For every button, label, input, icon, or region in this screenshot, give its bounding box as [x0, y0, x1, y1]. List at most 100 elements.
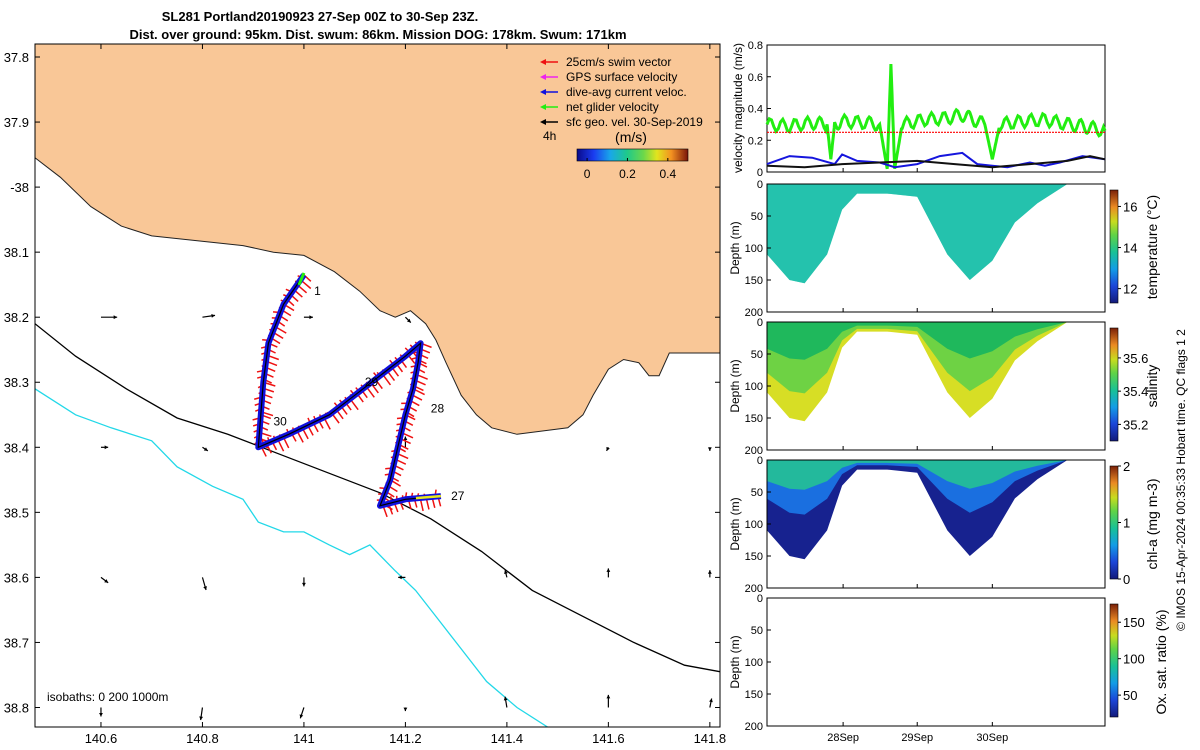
day-marker-label: 28: [431, 401, 445, 415]
geo-velocity-arrow: [302, 577, 306, 587]
map-y-tick-label: 38.3: [4, 375, 29, 390]
salinity-colorbar-ticks: 35.2 35.4 35.6: [1118, 351, 1148, 432]
depth-tick-label: 200: [745, 721, 763, 733]
geo-velocity-arrow: [503, 696, 508, 708]
geo-velocity-arrow: [403, 707, 408, 712]
temperature-y-label: Depth (m): [728, 221, 742, 274]
title-line-2: Dist. over ground: 95km. Dist. swum: 86k…: [129, 27, 626, 42]
geo-velocity-arrow: [504, 570, 508, 578]
depth-tick-label: 50: [751, 349, 763, 361]
legend-colorbar-title: (m/s): [615, 129, 647, 145]
geo-velocity-arrow: [707, 447, 712, 451]
depth-tick-label: 200: [745, 307, 763, 319]
legend-colorbar-tick-label: 0.4: [659, 167, 676, 181]
legend-colorbar-tick-label: 0.2: [619, 167, 636, 181]
salinity-panel: 0 50 100 150 200 Depth (m) 35.2 35.4 35.6 sali…: [728, 317, 1160, 457]
velocity-series: [765, 63, 1107, 170]
geo-velocity-arrow: [709, 698, 713, 708]
velocity-y-tick-label: 0.2: [748, 135, 763, 147]
oxygen-axes: [766, 597, 1106, 727]
map-x-tick-label: 141.4: [491, 731, 524, 746]
colorbar-tick-label: 12: [1123, 282, 1137, 297]
geo-velocity-arrow: [606, 694, 611, 708]
depth-tick-label: 0: [757, 455, 763, 467]
legend-colorbar: [576, 148, 689, 162]
depth-tick-label: 0: [757, 179, 763, 191]
legend-time-label: 4h: [543, 129, 556, 143]
legend-entry-label: GPS surface velocity: [566, 70, 677, 84]
colorbar-tick-label: 150: [1123, 615, 1145, 630]
colorbar-tick-label: 2: [1123, 459, 1130, 474]
colorbar-tick-label: 1: [1123, 516, 1130, 531]
chla-y-label: Depth (m): [728, 497, 742, 550]
map-x-tick-label: 140.6: [85, 731, 118, 746]
depth-tick-label: 100: [745, 381, 763, 393]
depth-tick-label: 150: [745, 689, 763, 701]
depth-tick-label: 150: [745, 275, 763, 287]
depth-tick-label: 100: [745, 243, 763, 255]
oxygen-y-label: Depth (m): [728, 635, 742, 688]
map-x-tick-label: 141.2: [389, 731, 422, 746]
map-y-tick-label: 38.1: [4, 245, 29, 260]
velocity-axes: [766, 44, 1106, 173]
depth-tick-label: 100: [745, 657, 763, 669]
depth-tick-label: 0: [757, 317, 763, 329]
velocity-y-tick-label: 0.4: [748, 104, 763, 116]
colorbar-tick-label: 0: [1123, 572, 1130, 587]
velocity-y-tick-label: 0.8: [748, 40, 763, 52]
velocity-series-net: [765, 63, 1107, 170]
velocity-y-ticks: 0 0.2 0.4 0.6 0.8: [748, 40, 771, 179]
colorbar-tick-label: 35.2: [1123, 417, 1148, 432]
day-marker-label: 27: [451, 489, 465, 503]
legend-arrowhead: [540, 59, 546, 65]
day-markers: 1 29 30 28 27: [273, 284, 464, 503]
temperature-panel: 0 50 100 150 200 Depth (m) 12 14 16 temperatur…: [728, 179, 1160, 319]
net-glider-velocity: [297, 272, 306, 286]
isobath-label: isobaths: 0 200 1000m: [47, 690, 168, 704]
chla-colorbar-label: chl-a (mg m-3): [1144, 478, 1160, 569]
map-y-tick-label: 38.4: [4, 440, 29, 455]
title-line-1: SL281 Portland20190923 27-Sep 00Z to 30-…: [162, 9, 478, 24]
chla-field-deep: [767, 460, 1105, 490]
geo-velocity-arrow: [398, 575, 406, 580]
oxygen-colorbar-label: Ox. sat. ratio (%): [1153, 609, 1169, 714]
temperature-y-ticks: 0 50 100 150 200: [745, 179, 771, 319]
geo-velocity-arrow: [100, 445, 109, 450]
legend-arrowhead: [540, 74, 546, 80]
colorbar-tick-label: 100: [1123, 652, 1145, 667]
legend-colorbar-tick-label: 0: [584, 167, 591, 181]
depth-tick-label: 200: [745, 583, 763, 595]
geo-velocity-arrow: [606, 568, 611, 578]
geo-velocity-arrow: [100, 576, 109, 584]
chla-panel: 0 50 100 150 200 Depth (m) 0 1 2 chl-a (mg m-3…: [728, 455, 1160, 595]
map-y-tick-label: 38.8: [4, 700, 29, 715]
time-tick-label: 29Sep: [901, 732, 933, 744]
geo-velocity-arrow: [99, 707, 103, 717]
geo-velocity-arrow: [202, 446, 209, 452]
depth-tick-label: 50: [751, 625, 763, 637]
map-x-tick-label: 141: [293, 731, 315, 746]
chla-y-ticks: 0 50 100 150 200: [745, 455, 771, 595]
map-y-tick-label: 38.2: [4, 310, 29, 325]
isobath-200m-line: [35, 323, 720, 673]
legend-entry-label: sfc geo. vel. 30-Sep-2019: [566, 115, 703, 129]
velocity-y-tick-label: 0: [757, 167, 763, 179]
salinity-colorbar-label: salinity: [1144, 365, 1160, 408]
salinity-y-ticks: 0 50 100 150 200: [745, 317, 771, 457]
oxygen-x-ticks: 28Sep 29Sep 30Sep: [827, 168, 1008, 744]
legend-entry-label: dive-avg current veloc.: [566, 85, 687, 99]
temperature-field-deep: [767, 184, 1105, 284]
map-x-tick-label: 141.8: [694, 731, 727, 746]
salinity-field-deep: [767, 322, 1105, 360]
map-y-tick-label: -38: [10, 180, 29, 195]
map-y-tick-label: 38.7: [4, 635, 29, 650]
legend-entry: 25cm/s swim vector: [540, 55, 671, 69]
chla-colorbar-ticks: 0 1 2: [1118, 459, 1130, 587]
geostrophic-velocity-arrows: [99, 313, 713, 721]
colorbar-tick-label: 50: [1123, 688, 1137, 703]
depth-tick-label: 50: [751, 211, 763, 223]
day-marker-label: 29: [365, 375, 379, 389]
depth-tick-label: 100: [745, 519, 763, 531]
